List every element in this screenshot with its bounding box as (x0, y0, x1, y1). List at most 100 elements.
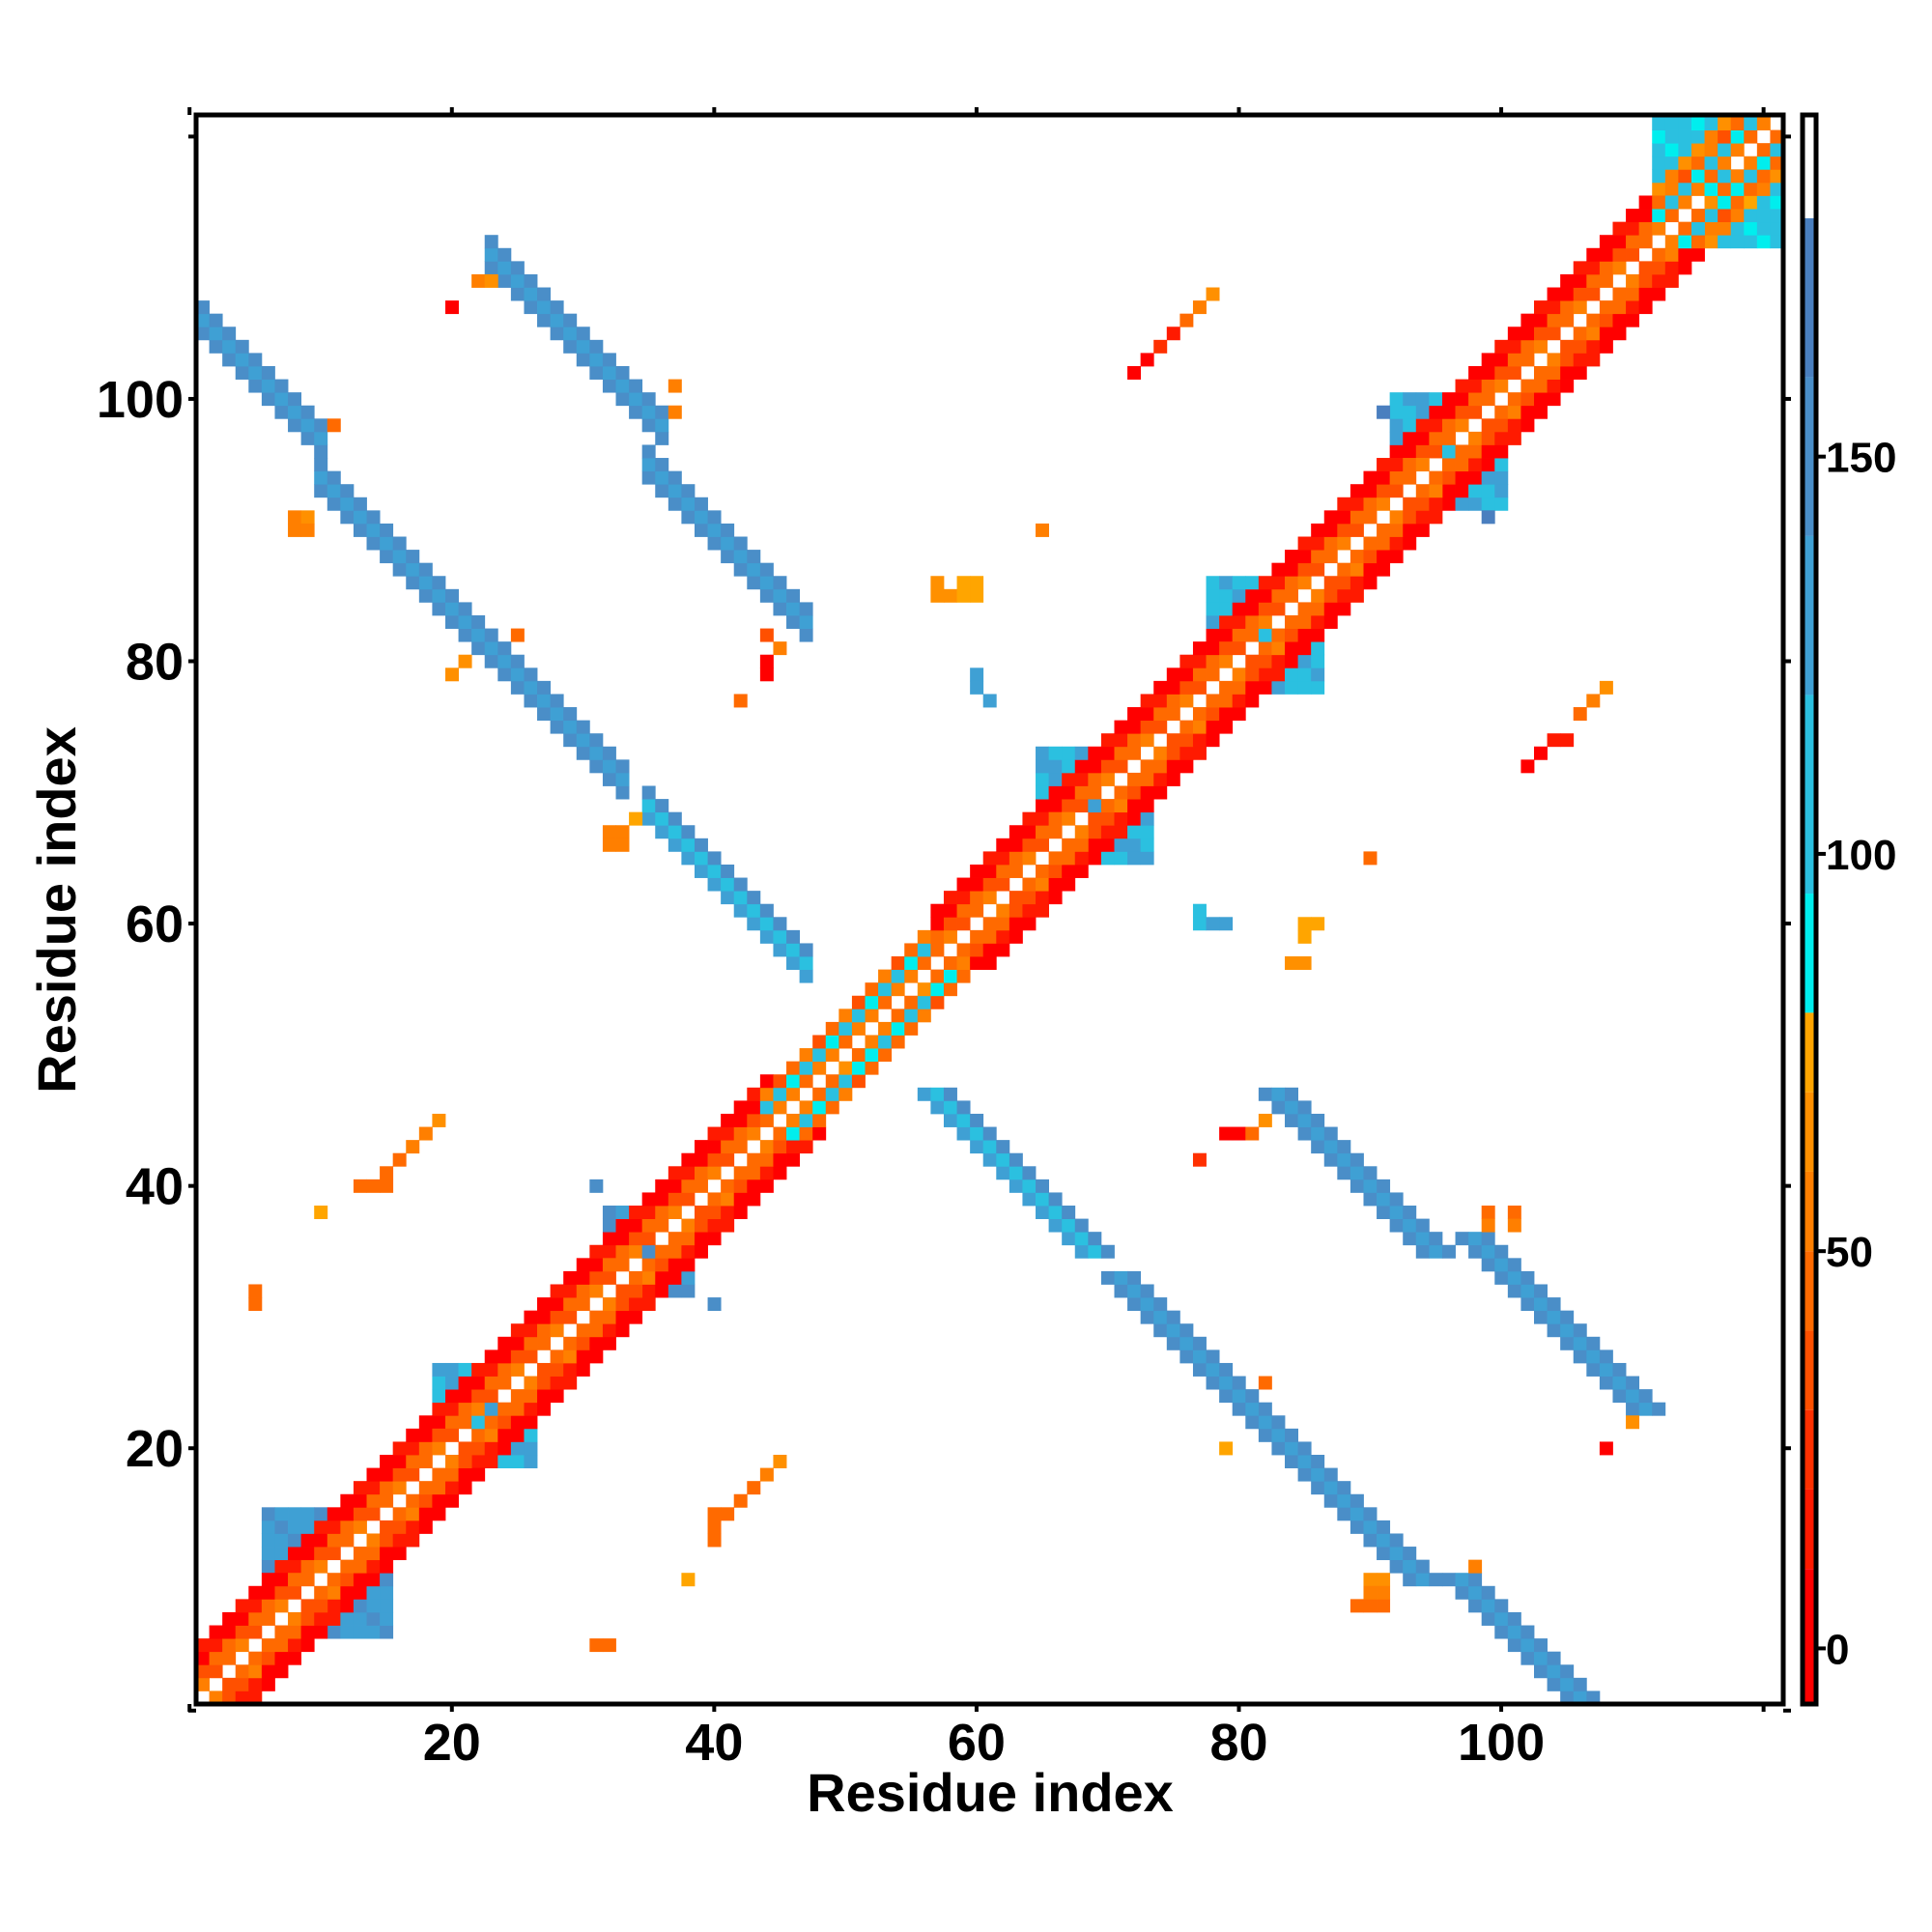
heatmap-cell (759, 576, 774, 590)
heatmap-cell (1271, 588, 1286, 603)
heatmap-cell (1573, 339, 1587, 354)
heatmap-cell (1704, 129, 1719, 144)
heatmap-cell (1441, 458, 1456, 472)
heatmap-cell (510, 1362, 525, 1377)
heatmap-cell (1245, 1126, 1260, 1141)
heatmap-cell (1297, 641, 1312, 656)
heatmap-cell (1560, 1690, 1575, 1705)
heatmap-cell (878, 982, 893, 997)
heatmap-cell (314, 1599, 328, 1613)
heatmap-cell (996, 1140, 1010, 1154)
heatmap-cell (1323, 523, 1338, 537)
heatmap-cell (1009, 903, 1023, 918)
heatmap-cell (982, 1126, 997, 1141)
heatmap-cell (694, 1218, 708, 1233)
heatmap-cell (471, 1428, 486, 1442)
heatmap-cell (300, 1533, 315, 1548)
heatmap-cell (1690, 209, 1705, 223)
heatmap-cell (668, 1244, 682, 1259)
heatmap-cell (707, 1520, 722, 1534)
heatmap-cell (1547, 1323, 1561, 1338)
heatmap-cell (956, 956, 971, 971)
heatmap-cell (825, 1048, 839, 1063)
heatmap-cell (1036, 891, 1050, 905)
x-axis-title: Residue index (807, 1762, 1174, 1823)
heatmap-cell (524, 1376, 538, 1390)
heatmap-cell (1468, 379, 1483, 393)
heatmap-cell (1114, 733, 1128, 748)
heatmap-cell (1441, 1573, 1456, 1587)
heatmap-cell (707, 1507, 722, 1521)
heatmap-cell (721, 891, 735, 905)
heatmap-cell (956, 588, 971, 603)
heatmap-cell (641, 785, 656, 800)
heatmap-cell (721, 1113, 735, 1127)
heatmap-cell (261, 1573, 275, 1587)
heatmap-cell (1258, 641, 1272, 656)
heatmap-cell (1285, 614, 1298, 629)
heatmap-cell (838, 1009, 853, 1023)
heatmap-cell (982, 694, 997, 708)
heatmap-cell (314, 1533, 328, 1548)
heatmap-cell (1323, 510, 1338, 525)
heatmap-cell (1297, 628, 1312, 642)
heatmap-cell (956, 877, 971, 892)
heatmap-cell (392, 1441, 407, 1456)
heatmap-cell (1048, 891, 1063, 905)
heatmap-cell (1520, 418, 1535, 433)
heatmap-cell (1573, 261, 1587, 275)
heatmap-cell (865, 1035, 879, 1049)
heatmap-cell (1770, 169, 1784, 184)
heatmap-cell (432, 588, 446, 603)
heatmap-cell (497, 1441, 512, 1456)
heatmap-cell (497, 1428, 512, 1442)
heatmap-cell (300, 523, 315, 537)
heatmap-cell (943, 1087, 957, 1101)
heatmap-cell (380, 1481, 394, 1495)
heatmap-cell (366, 1533, 381, 1548)
heatmap-cell (1403, 470, 1417, 485)
heatmap-cell (300, 1573, 315, 1587)
heatmap-cell (641, 470, 656, 485)
heatmap-cell (524, 300, 538, 315)
heatmap-cell (288, 1611, 302, 1626)
heatmap-cell (471, 628, 486, 642)
heatmap-cell (641, 1218, 656, 1233)
heatmap-cell (432, 1415, 446, 1430)
heatmap-cell (1179, 746, 1194, 760)
heatmap-cell (484, 1376, 498, 1390)
heatmap-cell (563, 1284, 578, 1298)
heatmap-cell (576, 1362, 590, 1377)
heatmap-cell (1206, 917, 1220, 931)
heatmap-cell (1756, 143, 1771, 157)
heatmap-cell (615, 365, 630, 380)
heatmap-cell (759, 929, 774, 944)
heatmap-cell (1232, 694, 1246, 708)
heatmap-cell (1455, 1573, 1469, 1587)
heatmap-cell (1062, 877, 1076, 892)
heatmap-cell (1718, 117, 1732, 130)
heatmap-cell (747, 1152, 761, 1167)
heatmap-cell (1297, 1455, 1312, 1468)
heatmap-cell (222, 1638, 237, 1653)
heatmap-cell (721, 1152, 735, 1167)
heatmap-cell (497, 273, 512, 288)
heatmap-cell (681, 838, 696, 852)
heatmap-cell (288, 1573, 302, 1587)
heatmap-cell (1389, 405, 1404, 419)
heatmap-cell (1127, 720, 1142, 734)
heatmap-cell (1455, 392, 1469, 407)
heatmap-cell (340, 1585, 355, 1600)
heatmap-cell (773, 641, 787, 656)
heatmap-cells (196, 117, 1784, 1705)
heatmap-cell (471, 1389, 486, 1404)
heatmap-cell (471, 1376, 486, 1390)
colorbar-segment (1803, 217, 1816, 378)
heatmap-cell (1507, 1270, 1521, 1285)
heatmap-cell (1311, 917, 1325, 931)
heatmap-cell (196, 327, 210, 341)
heatmap-cell (1481, 470, 1495, 485)
heatmap-cell (943, 917, 957, 931)
heatmap-cell (1179, 668, 1194, 682)
heatmap-cell (327, 1507, 341, 1521)
